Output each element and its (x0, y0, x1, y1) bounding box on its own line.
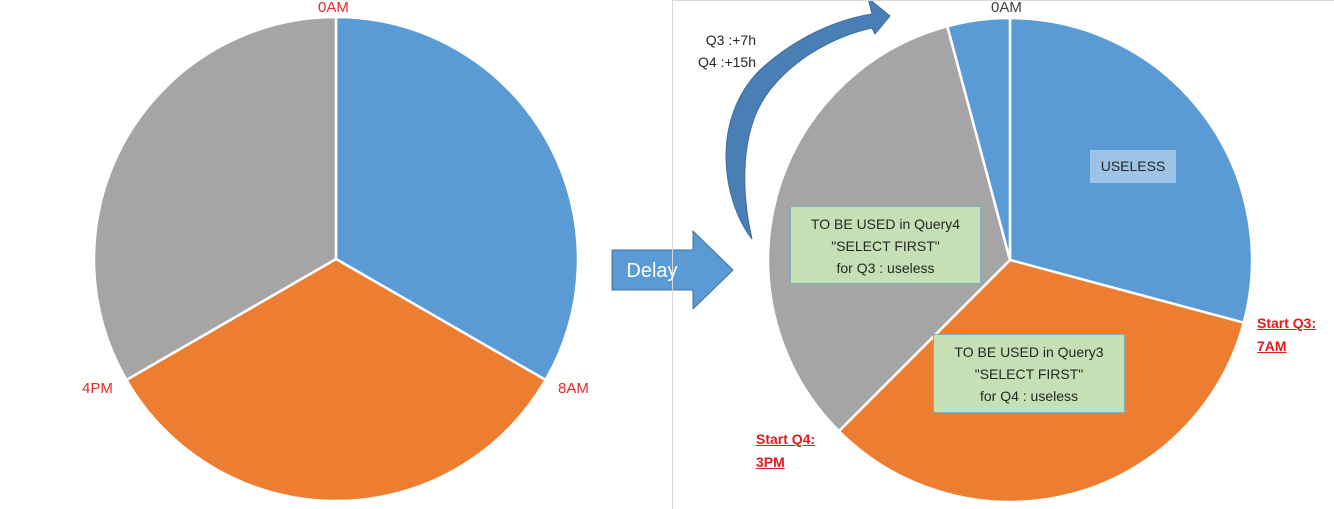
curved-shift-arrow (725, 0, 891, 240)
left-pie-chart (92, 15, 580, 503)
query3-box: TO BE USED in Query3 "SELECT FIRST" for … (933, 334, 1125, 413)
left-label-0am: 0AM (318, 0, 349, 16)
left-label-8am: 8AM (558, 380, 589, 397)
panel-top-border (672, 0, 1334, 1)
start-q3-line2: 7AM (1257, 338, 1287, 354)
left-pie-slice-1 (334, 15, 580, 382)
query4-line2: "SELECT FIRST" (831, 238, 940, 254)
right-label-0am: 0AM (991, 0, 1022, 16)
right-pie-slice-4 (946, 16, 1012, 262)
start-q4-line1: Start Q4: (756, 431, 816, 447)
query4-line3: for Q3 : useless (836, 260, 935, 276)
start-q4-label: Start Q4: 3PM (756, 428, 815, 474)
shift-label-q3: Q3 :+7h (705, 32, 756, 48)
query3-line1: TO BE USED in Query3 (954, 344, 1104, 360)
query4-box: TO BE USED in Query4 "SELECT FIRST" for … (790, 206, 981, 284)
left-label-4pm: 4PM (82, 380, 113, 397)
delay-label: Delay (626, 260, 678, 282)
useless-box: USELESS (1090, 150, 1176, 183)
start-q3-line1: Start Q3: (1257, 315, 1317, 331)
panel-divider (672, 0, 673, 509)
query3-line2: "SELECT FIRST" (974, 366, 1084, 382)
left-pie-slice-3 (92, 15, 338, 382)
query4-line1: TO BE USED in Query4 (810, 216, 961, 232)
start-q3-label: Start Q3: 7AM (1257, 312, 1316, 358)
shift-label-q4: Q4 :+15h (698, 54, 756, 70)
query3-line3: for Q4 : useless (979, 388, 1079, 404)
start-q4-line2: 3PM (756, 454, 785, 470)
